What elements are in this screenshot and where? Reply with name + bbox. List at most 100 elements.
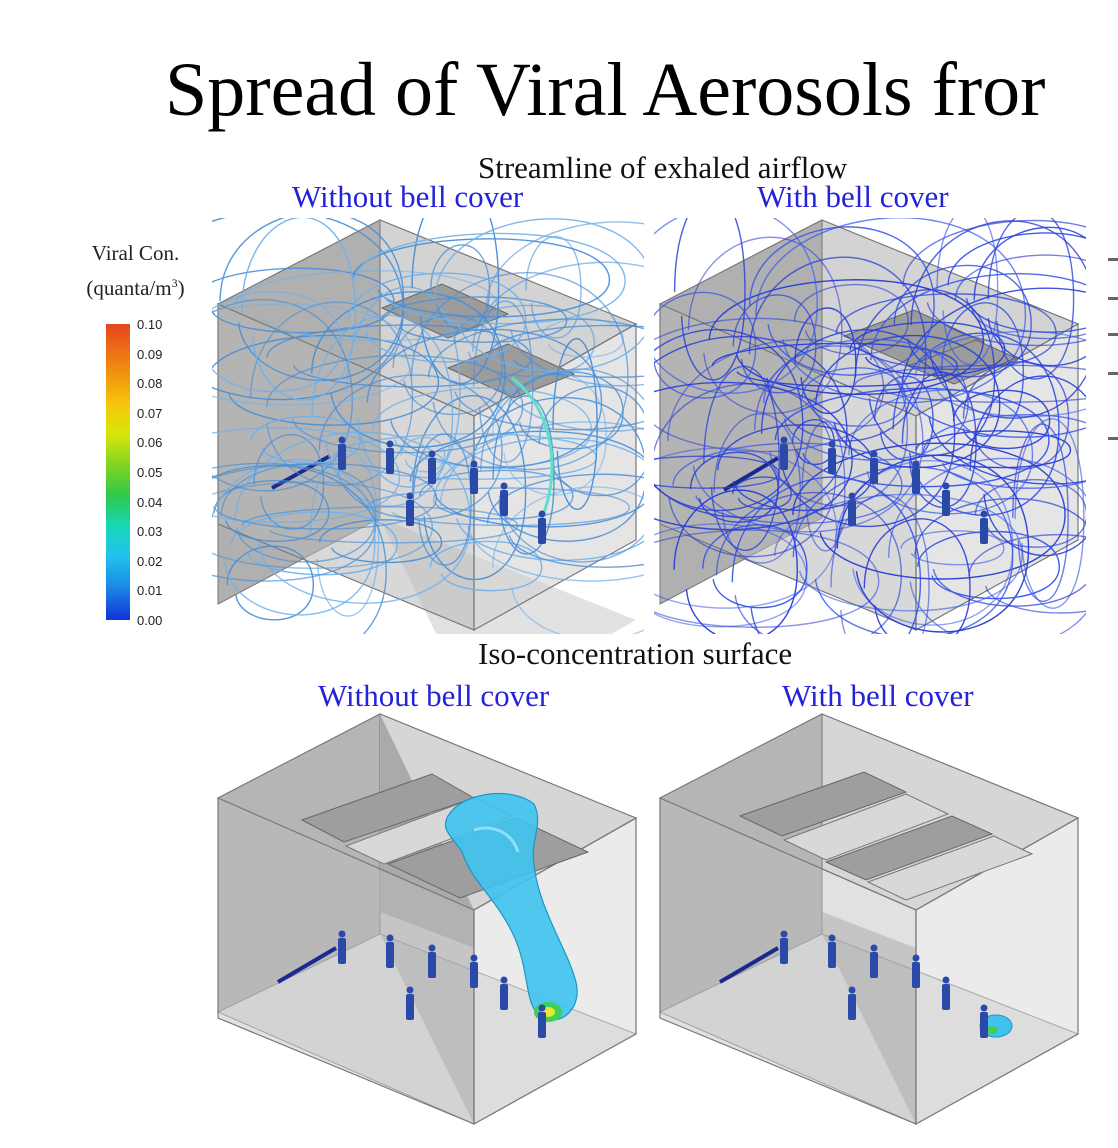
occupant-figure xyxy=(980,510,988,544)
streamline-path xyxy=(915,430,1072,469)
streamline-path xyxy=(849,321,1006,376)
streamline-path xyxy=(910,220,1086,419)
streamline-path xyxy=(241,506,519,544)
legend-tick-label: 0.06 xyxy=(137,435,163,451)
streamline-path xyxy=(419,469,574,520)
occupant-figure xyxy=(500,482,508,516)
streamline-path xyxy=(429,540,543,592)
streamline-path xyxy=(888,457,1086,634)
occupants xyxy=(780,930,988,1038)
occupant-figure xyxy=(942,976,950,1010)
streamline-path xyxy=(219,218,405,382)
streamline-path xyxy=(673,218,746,381)
legend-tick-label: 0.03 xyxy=(137,524,163,540)
streamline-path xyxy=(366,328,603,469)
label-iso-with: With bell cover xyxy=(782,678,974,713)
streamline-path xyxy=(253,433,325,530)
streamline-path xyxy=(345,286,461,488)
streamline-path xyxy=(492,486,644,634)
streamline-path xyxy=(952,389,1051,450)
legend-colorbar xyxy=(106,324,130,620)
streamline-path xyxy=(212,459,376,616)
occupant-figure xyxy=(828,440,836,474)
occupant-figure xyxy=(406,492,414,526)
cutoff-mark xyxy=(1108,437,1118,440)
legend-tick-label: 0.04 xyxy=(137,494,163,510)
streamline-path xyxy=(654,317,885,453)
occupant-figure xyxy=(386,934,394,968)
occupant-figure xyxy=(848,492,856,526)
streamline-path xyxy=(212,462,377,582)
streamline-path xyxy=(212,427,401,523)
cutoff-mark xyxy=(1108,258,1118,261)
legend-title: Viral Con. (quanta/m3) xyxy=(58,238,213,303)
streamline-path xyxy=(507,371,624,450)
streamline-path xyxy=(480,368,644,563)
streamline-path xyxy=(973,226,1086,367)
streamline-path xyxy=(266,354,524,454)
streamlines xyxy=(212,218,644,634)
streamline-path xyxy=(212,303,415,406)
streamline-path xyxy=(917,530,1061,600)
label-iso-without: Without bell cover xyxy=(318,678,550,713)
streamline-path xyxy=(486,473,644,568)
streamline-path xyxy=(755,218,1027,404)
streamline-path xyxy=(936,218,999,366)
occupants xyxy=(338,436,546,544)
occupant-figure xyxy=(912,460,920,494)
legend-tick-label: 0.05 xyxy=(137,465,163,480)
streamline-path xyxy=(212,299,354,492)
legend-tick-label: 0.07 xyxy=(137,405,163,421)
occupant-figure xyxy=(942,482,950,516)
streamline-path xyxy=(212,464,387,634)
occupant-figure xyxy=(912,954,920,988)
streamline-path xyxy=(309,449,380,617)
streamline-path xyxy=(400,436,446,473)
streamline-path xyxy=(969,375,1086,557)
occupant-figure xyxy=(538,1004,546,1038)
legend-tick-label: 0.10 xyxy=(137,317,163,332)
streamline-path xyxy=(654,381,853,531)
streamline-path xyxy=(230,511,398,576)
occupant-figure xyxy=(338,436,346,470)
streamline-path xyxy=(318,374,503,520)
streamline-path xyxy=(713,413,802,564)
streamline-path xyxy=(801,421,846,552)
streamline-path xyxy=(427,318,644,431)
occupant-figure xyxy=(406,986,414,1020)
streamline-path xyxy=(954,254,1086,340)
section-title-iso: Iso-concentration surface xyxy=(478,636,793,671)
streamline-path xyxy=(870,273,1086,438)
occupant-figure xyxy=(780,930,788,964)
streamline-path xyxy=(673,489,799,634)
label-streamline-without: Without bell cover xyxy=(292,179,524,214)
label-streamline-with: With bell cover xyxy=(757,179,949,214)
streamline-path xyxy=(365,487,630,527)
streamline-path xyxy=(212,463,438,530)
streamline-path xyxy=(902,219,1086,347)
legend-tick-label: 0.09 xyxy=(137,346,163,362)
occupant-figure xyxy=(780,436,788,470)
occupant-figure xyxy=(470,460,478,494)
streamline-path xyxy=(220,463,377,563)
cutoff-mark xyxy=(1108,333,1118,336)
streamline-path xyxy=(432,437,644,562)
streamline-path xyxy=(801,367,907,427)
streamline-path xyxy=(836,454,1030,633)
streamline-path xyxy=(411,272,629,471)
cutoff-mark xyxy=(1108,372,1118,375)
streamline-path xyxy=(226,545,315,621)
streamlines xyxy=(654,218,1086,634)
streamline-path xyxy=(347,272,527,363)
legend-title-line1: Viral Con. xyxy=(91,241,180,265)
streamline-path xyxy=(411,218,500,385)
streamline-path xyxy=(525,235,582,339)
streamline-path xyxy=(212,291,343,393)
streamline-path xyxy=(380,296,568,343)
streamline-path xyxy=(863,518,971,634)
streamline-path xyxy=(240,218,357,401)
streamline-path xyxy=(434,218,644,373)
streamline-path xyxy=(732,476,792,510)
legend-tick-label: 0.02 xyxy=(137,553,163,569)
streamline-path xyxy=(654,329,804,512)
